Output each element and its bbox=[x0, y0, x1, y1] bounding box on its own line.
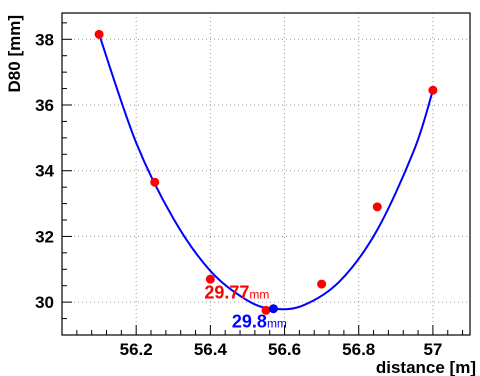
x-tick-label: 56.6 bbox=[268, 340, 301, 359]
y-tick-label: 38 bbox=[35, 30, 54, 49]
data-point bbox=[94, 29, 104, 39]
measured-minimum-label: 29.77mm bbox=[204, 283, 269, 303]
x-tick-label: 56.8 bbox=[342, 340, 375, 359]
x-tick-label: 56.4 bbox=[194, 340, 228, 359]
data-point bbox=[317, 279, 327, 289]
x-tick-label: 57 bbox=[423, 340, 442, 359]
fit-minimum-unit: mm bbox=[267, 317, 287, 331]
y-tick-label: 32 bbox=[35, 227, 54, 246]
y-axis-ticks: 30 32 34 36 38 bbox=[35, 22, 72, 320]
y-axis-title: D80 [mm] bbox=[5, 15, 24, 92]
data-point bbox=[150, 177, 160, 187]
plot-frame bbox=[61, 12, 471, 336]
fit-curve-line bbox=[98, 34, 434, 311]
fit-minimum-point bbox=[268, 304, 278, 314]
fit-curve-group bbox=[98, 34, 434, 311]
x-axis-ticks: 56.2 56.4 56.6 56.8 57 bbox=[76, 325, 464, 359]
measured-minimum-unit: mm bbox=[249, 288, 269, 302]
data-point bbox=[205, 274, 215, 284]
y-tick-label: 34 bbox=[35, 162, 54, 181]
x-axis-title: distance [m] bbox=[376, 358, 476, 376]
y-tick-label: 36 bbox=[35, 96, 54, 115]
data-points bbox=[94, 29, 438, 315]
fit-minimum-value: 29.8 bbox=[232, 312, 267, 332]
data-point bbox=[261, 305, 271, 315]
grid-lines bbox=[62, 13, 470, 335]
x-tick-label: 56.2 bbox=[120, 340, 153, 359]
data-point bbox=[428, 85, 438, 95]
fit-minimum-label: 29.8mm bbox=[232, 312, 287, 332]
y-tick-label: 30 bbox=[35, 293, 54, 312]
data-point bbox=[372, 202, 382, 212]
measured-minimum-value: 29.77 bbox=[204, 283, 249, 303]
